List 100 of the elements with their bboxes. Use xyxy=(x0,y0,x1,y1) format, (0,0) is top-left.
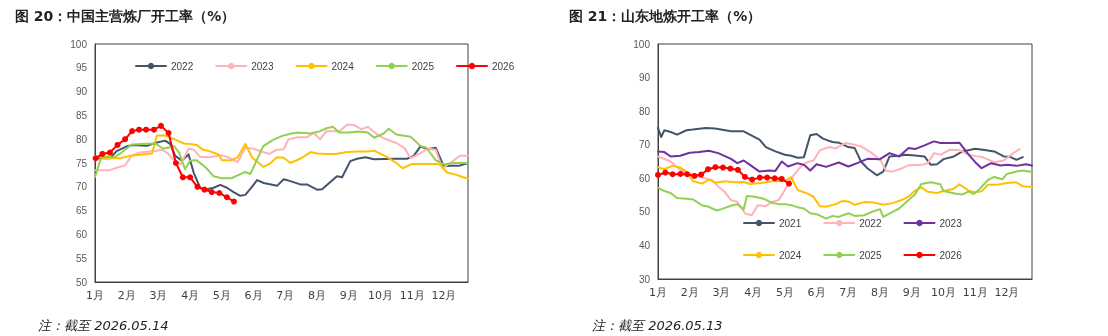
y-tick-label: 80 xyxy=(638,105,651,117)
x-tick-label: 5月 xyxy=(775,286,794,299)
point xyxy=(187,174,194,181)
point xyxy=(179,174,186,181)
point xyxy=(208,189,215,196)
point xyxy=(136,126,143,133)
x-tick-label: 10月 xyxy=(931,286,956,299)
x-tick-label: 2月 xyxy=(680,286,699,299)
point xyxy=(99,150,106,157)
point xyxy=(741,173,748,180)
legend-label: 2021 xyxy=(779,217,802,229)
point xyxy=(734,166,741,173)
x-tick-label: 5月 xyxy=(212,289,231,302)
y-tick-label: 90 xyxy=(75,86,88,98)
legend-label: 2025 xyxy=(859,249,882,261)
x-tick-label: 2月 xyxy=(117,289,136,302)
point xyxy=(669,171,676,178)
x-tick-label: 6月 xyxy=(807,286,826,299)
point xyxy=(157,122,164,129)
point xyxy=(756,174,763,181)
point xyxy=(216,189,223,196)
point xyxy=(92,155,99,162)
legend-label: 2023 xyxy=(939,217,963,229)
x-tick-label: 6月 xyxy=(244,289,263,302)
point xyxy=(165,130,172,137)
x-tick-label: 10月 xyxy=(367,289,393,302)
line-series xyxy=(657,126,1024,177)
x-tick-label: 8月 xyxy=(871,286,890,299)
point xyxy=(143,126,150,133)
point xyxy=(771,175,778,182)
x-tick-label: 4月 xyxy=(181,289,200,302)
y-tick-label: 90 xyxy=(638,72,651,84)
point xyxy=(705,166,712,173)
y-tick-label: 85 xyxy=(75,109,88,121)
x-tick-label: 4月 xyxy=(744,286,763,299)
point xyxy=(691,172,698,179)
legend-label: 2022 xyxy=(859,217,882,229)
x-tick-label: 9月 xyxy=(902,286,921,299)
point xyxy=(749,176,756,183)
line-series xyxy=(657,164,1033,208)
text: 注：截至 2026.05.14 xyxy=(38,318,169,333)
x-tick-label: 3月 xyxy=(712,286,731,299)
x-tick-label: 12月 xyxy=(431,289,457,302)
y-tick-label: 75 xyxy=(75,157,88,169)
point xyxy=(720,164,727,171)
point xyxy=(677,170,684,177)
x-tick-label: 11月 xyxy=(399,289,425,302)
point xyxy=(129,128,136,135)
legend-label: 2026 xyxy=(939,249,963,261)
y-tick-label: 60 xyxy=(638,172,651,184)
y-tick-label: 30 xyxy=(638,273,651,285)
x-tick-label: 9月 xyxy=(339,289,358,302)
point xyxy=(172,160,179,166)
x-tick-label: 8月 xyxy=(308,289,327,302)
y-tick-label: 100 xyxy=(633,38,651,50)
point xyxy=(151,126,157,133)
y-tick-label: 65 xyxy=(75,205,88,217)
chart-title: 图 21：山东地炼开工率（%） xyxy=(569,8,762,24)
line-series xyxy=(94,125,469,180)
legend-label: 2026 xyxy=(491,60,515,72)
y-tick-label: 60 xyxy=(75,228,88,240)
y-tick-label: 55 xyxy=(75,252,88,264)
y-tick-label: 40 xyxy=(638,239,651,251)
text: 注：截至 2026.05.13 xyxy=(592,318,723,333)
point xyxy=(778,175,785,182)
point xyxy=(786,180,793,187)
legend-label: 2023 xyxy=(251,60,274,72)
legend-label: 2024 xyxy=(331,60,355,72)
line-series xyxy=(657,142,1021,217)
line-series xyxy=(657,169,1033,220)
point xyxy=(684,171,691,178)
x-tick-label: 12月 xyxy=(994,286,1020,299)
x-tick-label: 1月 xyxy=(86,289,104,302)
legend-label: 2025 xyxy=(411,60,435,72)
point xyxy=(122,136,129,143)
y-tick-label: 50 xyxy=(75,276,88,288)
x-tick-label: 11月 xyxy=(962,286,988,299)
x-tick-label: 3月 xyxy=(149,289,168,302)
y-tick-label: 95 xyxy=(75,62,88,74)
y-tick-label: 100 xyxy=(70,38,88,50)
point xyxy=(230,198,237,205)
line-series xyxy=(657,140,1033,173)
point xyxy=(106,149,113,156)
x-tick-label: 7月 xyxy=(839,286,858,299)
legend-label: 2022 xyxy=(171,60,194,72)
y-tick-label: 80 xyxy=(75,133,88,145)
chart-title: 图 20：中国主营炼厂开工率（%） xyxy=(15,8,236,24)
y-tick-label: 70 xyxy=(75,181,88,193)
y-tick-label: 50 xyxy=(638,206,651,218)
y-tick-label: 70 xyxy=(638,139,651,151)
point xyxy=(223,194,230,201)
point xyxy=(698,171,705,178)
point xyxy=(201,186,208,193)
legend-label: 2024 xyxy=(779,249,802,261)
point xyxy=(655,171,661,178)
point xyxy=(712,164,719,171)
point xyxy=(764,174,771,181)
x-tick-label: 7月 xyxy=(276,289,295,302)
line-series xyxy=(94,123,469,172)
point xyxy=(114,141,121,148)
